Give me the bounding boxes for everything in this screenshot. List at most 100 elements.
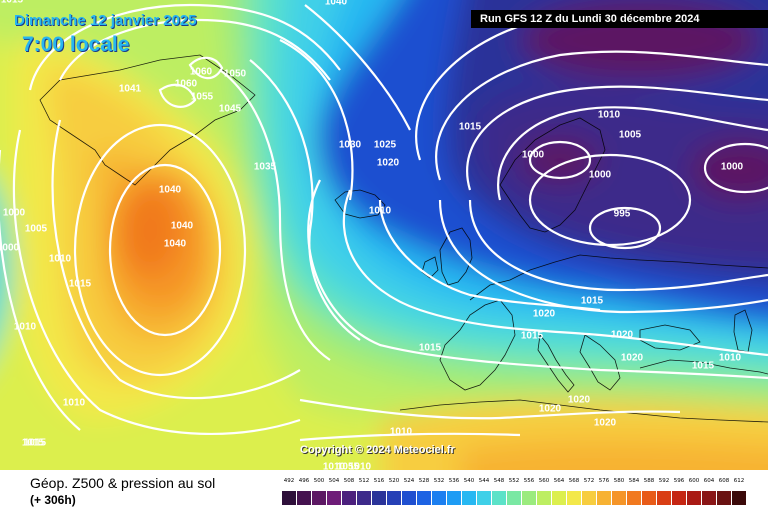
legend-color-swatch (717, 491, 731, 505)
legend-level-label: 516 (373, 478, 385, 484)
legend-color-swatch (492, 491, 506, 505)
pressure-label: 1010 (389, 426, 413, 438)
legend-color-swatch (537, 491, 551, 505)
pressure-label: 1010 (48, 253, 72, 265)
pressure-label: 1030 (338, 139, 362, 151)
pressure-label: 1005 (618, 129, 642, 141)
pressure-label: 1005 (24, 223, 48, 235)
legend-level-label: 536 (448, 478, 460, 484)
pressure-label: 1040 (158, 184, 182, 196)
legend-color-swatch (282, 491, 296, 505)
pressure-label: 1060 (174, 78, 198, 90)
pressure-label: 1000 (720, 161, 744, 173)
legend-level-label: 600 (688, 478, 700, 484)
legend-level-label: 596 (673, 478, 685, 484)
pressure-label: 1010 (13, 321, 37, 333)
pressure-label: 1015 (23, 437, 47, 449)
color-legend: 492 496 500 504 508 512 516 520 524 528 532 536 540 5… (282, 478, 752, 510)
legend-color-swatch (312, 491, 326, 505)
pressure-label: 1000 (588, 169, 612, 181)
legend-level-label: 572 (583, 478, 595, 484)
legend-color-swatch (417, 491, 431, 505)
pressure-label: 1010 (597, 109, 621, 121)
pressure-label: 1000 (521, 149, 545, 161)
pressure-label: 1040 (324, 0, 348, 8)
legend-level-label: 568 (568, 478, 580, 484)
legend-color-swatch (432, 491, 446, 505)
legend-color-swatch (522, 491, 536, 505)
legend-level-label: 588 (643, 478, 655, 484)
pressure-label: 1015 (458, 121, 482, 133)
legend-color-swatch (477, 491, 491, 505)
legend-level-label: 584 (628, 478, 640, 484)
legend-level-label: 492 (283, 478, 295, 484)
forecast-date: Dimanche 12 janvier 2025 (14, 12, 197, 29)
pressure-label: 1050 (223, 68, 247, 80)
legend-color-swatch (657, 491, 671, 505)
pressure-label: 1040 (163, 238, 187, 250)
legend-level-label: 576 (598, 478, 610, 484)
legend-color-swatch (582, 491, 596, 505)
legend-color-swatch (672, 491, 686, 505)
legend-level-label: 504 (328, 478, 340, 484)
pressure-label: 1000 (2, 207, 26, 219)
legend-level-label: 556 (523, 478, 535, 484)
pressure-label: 1015 (418, 342, 442, 354)
legend-level-label: 560 (538, 478, 550, 484)
pressure-label: 1000 (0, 242, 20, 254)
legend-color-swatch (462, 491, 476, 505)
pressure-label: 1010 (368, 205, 392, 217)
pressure-label: 1015 (0, 0, 24, 6)
legend-color-swatch (732, 491, 746, 505)
geopotential-field (0, 0, 768, 470)
legend-level-label: 608 (718, 478, 730, 484)
lead-time: (+ 306h) (30, 493, 76, 507)
pressure-label: 1041 (118, 83, 142, 95)
legend-color-swatch (627, 491, 641, 505)
model-run-info: Run GFS 12 Z du Lundi 30 décembre 2024 (471, 10, 768, 28)
pressure-label: 1010 (62, 397, 86, 409)
legend-color-swatch (552, 491, 566, 505)
legend-color-swatch (702, 491, 716, 505)
forecast-local-time: 7:00 locale (22, 33, 130, 56)
legend-level-label: 496 (298, 478, 310, 484)
pressure-label: 1010 (322, 461, 346, 471)
parameter-title: Géop. Z500 & pression au sol (30, 475, 216, 491)
pressure-label: 1015 (520, 330, 544, 342)
legend-color-swatch (447, 491, 461, 505)
isobars (0, 3, 768, 442)
pressure-label: 1055 (190, 91, 214, 103)
legend-level-label: 604 (703, 478, 715, 484)
legend-color-swatch (687, 491, 701, 505)
legend-level-label: 512 (358, 478, 370, 484)
legend-level-label: 612 (733, 478, 745, 484)
pressure-label: 995 (613, 208, 631, 220)
legend-level-label: 500 (313, 478, 325, 484)
legend-color-swatch (387, 491, 401, 505)
pressure-label: 1015 (68, 278, 92, 290)
pressure-label: 1060 (189, 66, 213, 78)
pressure-label: 1020 (620, 352, 644, 364)
pressure-label: 1010 (348, 461, 372, 471)
pressure-label: 1015 (580, 295, 604, 307)
pressure-label: 1055 (336, 461, 360, 471)
legend-level-label: 580 (613, 478, 625, 484)
legend-level-label: 528 (418, 478, 430, 484)
legend-level-label: 532 (433, 478, 445, 484)
legend-level-label: 552 (508, 478, 520, 484)
pressure-label: 1035 (253, 161, 277, 173)
pressure-label: 1045 (218, 103, 242, 115)
legend-color-swatch (612, 491, 626, 505)
legend-color-swatch (342, 491, 356, 505)
legend-level-label: 592 (658, 478, 670, 484)
pressure-label: 1020 (567, 394, 591, 406)
legend-color-swatch (297, 491, 311, 505)
legend-level-label: 548 (493, 478, 505, 484)
pressure-label: 1020 (538, 403, 562, 415)
pressure-label: 1025 (373, 139, 397, 151)
pressure-label: 1010 (718, 352, 742, 364)
pressure-label: 1015 (21, 437, 45, 449)
legend-level-label: 564 (553, 478, 565, 484)
pressure-label: 1020 (593, 417, 617, 429)
legend-color-swatch (327, 491, 341, 505)
